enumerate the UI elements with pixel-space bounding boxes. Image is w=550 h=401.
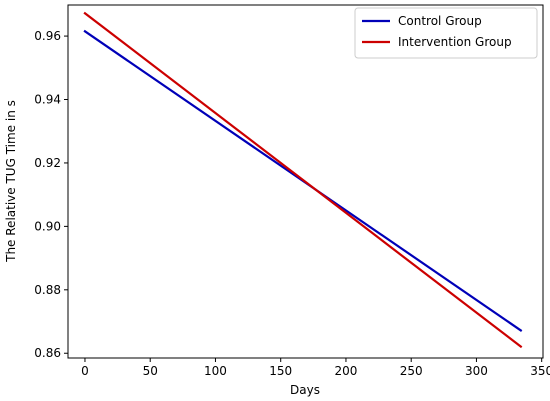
y-tick-label: 0.86 xyxy=(34,346,61,360)
legend: Control Group Intervention Group xyxy=(354,7,538,59)
y-axis-ticks: 0.86 0.88 0.90 0.92 0.94 0.96 xyxy=(34,29,68,360)
x-tick-label: 300 xyxy=(465,364,488,378)
legend-box xyxy=(354,7,538,59)
plot-lines xyxy=(83,11,523,349)
x-tick-label: 250 xyxy=(400,364,423,378)
legend-label-2: Intervention Group xyxy=(398,35,512,49)
y-tick-label: 0.96 xyxy=(34,29,61,43)
series-line-2 xyxy=(83,11,523,349)
x-tick-label: 200 xyxy=(335,364,358,378)
y-tick-label: 0.88 xyxy=(34,283,61,297)
x-tick-label: 0 xyxy=(81,364,89,378)
x-axis-ticks: 0 50 100 150 200 250 300 350 xyxy=(81,358,550,378)
x-tick-label: 100 xyxy=(204,364,227,378)
x-axis-label: Days xyxy=(290,383,320,397)
plot-frame xyxy=(67,4,544,359)
x-tick-label: 150 xyxy=(269,364,292,378)
y-tick-label: 0.94 xyxy=(34,93,61,107)
x-tick-label: 50 xyxy=(143,364,158,378)
y-axis-label: The Relative TUG Time in s xyxy=(4,100,18,263)
legend-label-1: Control Group xyxy=(398,14,482,28)
y-tick-label: 0.90 xyxy=(34,219,61,233)
y-tick-label: 0.92 xyxy=(34,156,61,170)
x-tick-label: 350 xyxy=(530,364,550,378)
